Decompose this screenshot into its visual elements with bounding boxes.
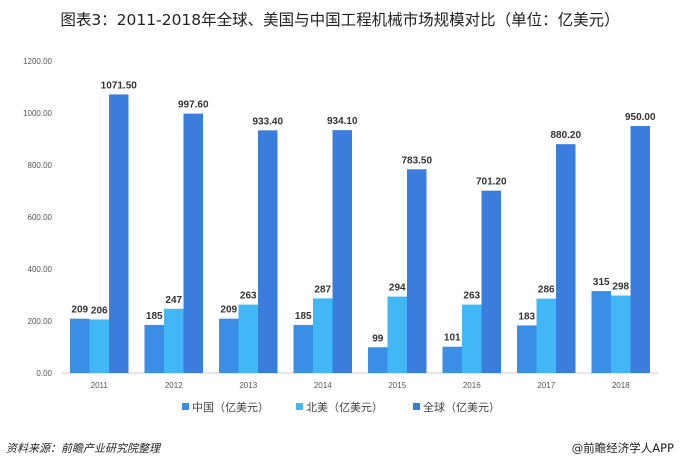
data-label: 1071.50 <box>101 80 138 91</box>
data-label: 701.20 <box>476 177 507 188</box>
bar-2012-s1 <box>164 308 184 373</box>
x-tick-label: 2018 <box>612 381 630 390</box>
bar-2015-s2 <box>407 169 427 373</box>
data-label: 206 <box>91 305 108 316</box>
bar-2017-s1 <box>536 298 556 373</box>
data-label: 209 <box>220 305 237 316</box>
data-label: 101 <box>444 333 461 344</box>
bar-2016-s0 <box>442 346 462 373</box>
bar-2015-s0 <box>368 347 388 373</box>
bar-2011-s2 <box>109 94 129 373</box>
bar-2011-s0 <box>70 318 90 373</box>
legend-swatch <box>296 403 303 410</box>
legend-swatch <box>413 403 420 410</box>
bar-2018-s2 <box>630 126 650 373</box>
data-label: 315 <box>593 277 610 288</box>
y-tick-label: 600.00 <box>28 213 53 222</box>
x-tick-label: 2011 <box>91 381 109 390</box>
data-label: 263 <box>240 291 257 302</box>
y-tick-label: 1200.00 <box>23 57 52 66</box>
x-tick-label: 2017 <box>537 381 555 390</box>
data-label: 209 <box>71 305 88 316</box>
legend-swatch <box>182 403 189 410</box>
bar-2012-s2 <box>183 113 203 374</box>
y-tick-label: 800.00 <box>28 161 53 170</box>
y-tick-label: 1000.00 <box>23 109 52 118</box>
x-tick-label: 2016 <box>463 381 481 390</box>
data-label: 286 <box>538 285 555 296</box>
legend-label: 北美（亿美元） <box>306 401 383 414</box>
chart-title: 图表3：2011-2018年全球、美国与中国工程机械市场规模对比（单位：亿美元） <box>60 11 620 29</box>
bar-2016-s1 <box>462 304 482 373</box>
data-label: 933.40 <box>252 116 283 127</box>
y-tick-label: 0.00 <box>36 369 52 378</box>
data-label: 99 <box>372 333 384 344</box>
data-label: 880.20 <box>550 130 581 141</box>
bar-2018-s1 <box>611 295 631 373</box>
x-tick-label: 2013 <box>239 381 257 390</box>
bar-2018-s0 <box>591 291 611 373</box>
bar-2014-s2 <box>332 130 352 373</box>
data-label: 185 <box>146 311 163 322</box>
bar-2013-s1 <box>238 304 258 373</box>
bar-2014-s0 <box>293 324 313 373</box>
legend-label: 全球（亿美元） <box>423 400 500 414</box>
x-tick-label: 2014 <box>314 381 332 390</box>
data-label: 183 <box>518 311 535 322</box>
bar-2015-s1 <box>387 296 407 373</box>
bar-2011-s1 <box>89 319 109 373</box>
data-label: 287 <box>314 284 331 295</box>
data-label: 294 <box>389 283 406 294</box>
source-note: 资料来源：前瞻产业研究院整理 <box>6 442 160 455</box>
bar-2013-s0 <box>219 318 239 373</box>
data-label: 298 <box>612 282 629 293</box>
legend-label: 中国（亿美元） <box>192 401 269 414</box>
x-tick-label: 2012 <box>165 381 183 390</box>
y-tick-label: 200.00 <box>28 317 53 326</box>
data-label: 783.50 <box>401 155 432 166</box>
data-label: 934.10 <box>327 116 358 127</box>
brand-label: @前瞻经济学人APP <box>571 441 674 455</box>
data-label: 997.60 <box>178 100 209 111</box>
data-label: 263 <box>463 291 480 302</box>
bar-2013-s2 <box>258 130 278 373</box>
bar-2012-s0 <box>144 324 164 373</box>
bar-2014-s1 <box>313 298 333 373</box>
y-tick-label: 400.00 <box>28 265 53 274</box>
x-tick-label: 2015 <box>388 381 406 390</box>
bar-2016-s2 <box>481 190 501 373</box>
data-label: 247 <box>165 295 182 306</box>
bar-2017-s0 <box>517 325 537 373</box>
data-label: 950.00 <box>625 112 656 123</box>
bar-2017-s2 <box>556 144 576 373</box>
data-label: 185 <box>295 311 312 322</box>
